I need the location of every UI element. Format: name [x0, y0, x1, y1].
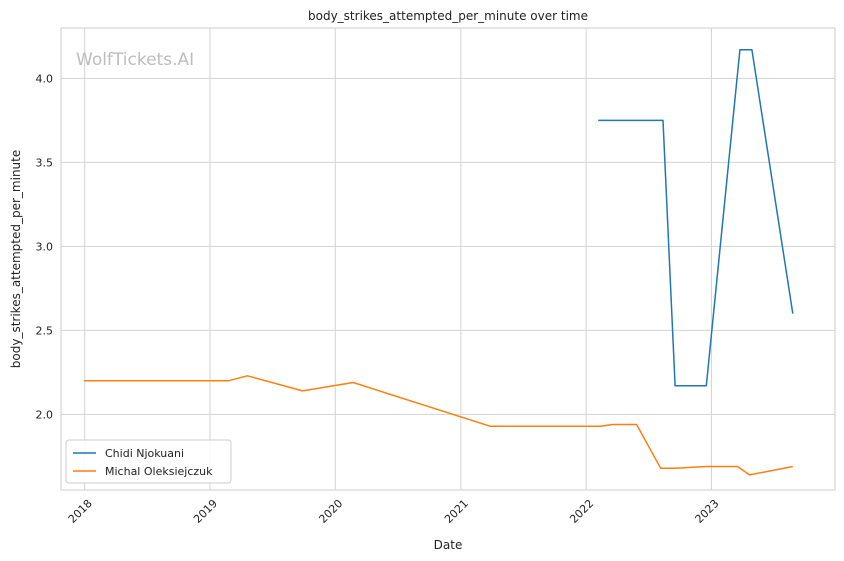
grid [61, 28, 835, 490]
legend-label: Chidi Njokuani [105, 447, 184, 460]
y-axis-label: body_strikes_attempted_per_minute [9, 150, 23, 368]
series-line-0 [598, 49, 794, 387]
series-lines [84, 49, 794, 476]
x-axis-ticks: 2018 2019 2020 2021 2022 2023 [66, 497, 722, 526]
series-line-1 [84, 375, 793, 476]
x-tick-label: 2019 [191, 497, 220, 526]
legend-label: Michal Oleksiejczuk [105, 465, 213, 478]
chart-title: body_strikes_attempted_per_minute over t… [308, 9, 588, 23]
watermark: WolfTickets.AI [76, 50, 194, 70]
y-tick-label: 2.0 [36, 408, 54, 421]
y-tick-label: 3.0 [36, 240, 54, 253]
x-tick-label: 2018 [66, 497, 95, 526]
x-tick-label: 2022 [567, 497, 596, 526]
legend-box [65, 439, 232, 484]
y-axis-ticks: 2.0 2.5 3.0 3.5 4.0 [36, 72, 54, 421]
y-tick-label: 2.5 [36, 324, 54, 337]
legend: Chidi Njokuani Michal Oleksiejczuk [65, 439, 232, 484]
plot-area [60, 27, 836, 491]
x-axis-label: Date [434, 538, 463, 552]
x-tick-label: 2020 [316, 497, 345, 526]
x-tick-label: 2021 [442, 497, 471, 526]
y-tick-label: 3.5 [36, 156, 54, 169]
x-tick-label: 2023 [693, 497, 722, 526]
y-tick-label: 4.0 [36, 72, 54, 85]
